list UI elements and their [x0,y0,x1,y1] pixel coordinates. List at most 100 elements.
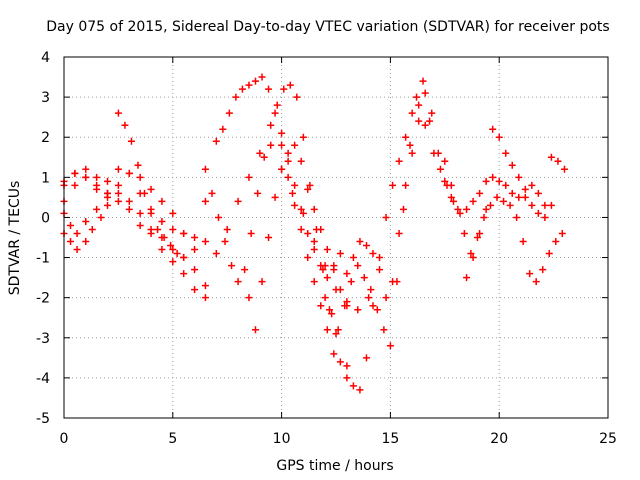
data-point [480,213,488,221]
data-point [223,225,231,233]
data-point [265,234,273,241]
data-point [201,238,209,246]
data-point [127,137,135,145]
data-point [395,157,403,165]
data-point [82,238,90,246]
data-point [406,141,414,149]
series-trace-7 [201,81,340,338]
data-point [419,77,427,85]
plot-frame [63,56,609,419]
data-point [114,181,122,189]
data-point [547,201,555,209]
data-point [260,153,268,161]
series-trace-4 [60,189,209,302]
data-point [180,270,188,278]
data-point [254,189,262,197]
x-tick-label: 5 [168,431,177,447]
y-tick-label: 0 [41,210,50,226]
data-point [463,205,471,213]
series-trace-15 [463,125,555,282]
data-point [526,270,534,278]
series-trace-14 [441,157,566,286]
data-point [310,278,318,286]
data-point [450,197,458,205]
data-point [104,193,112,201]
x-tick-label: 20 [490,431,508,447]
data-point [495,177,503,185]
data-point [336,358,344,366]
data-point [310,246,318,254]
data-point [297,157,305,165]
data-point [463,274,471,282]
data-point [402,181,410,189]
data-point [93,181,101,189]
data-point [212,250,220,258]
data-point [191,246,199,254]
data-point [158,217,166,225]
data-point [356,386,364,394]
data-point [460,229,468,237]
data-point [506,201,514,209]
data-point [169,258,177,266]
series-trace-11 [321,77,434,350]
data-point [332,330,340,338]
data-point [323,274,331,282]
data-point [349,254,357,262]
data-point [473,234,481,241]
data-point [554,157,562,165]
y-tick-label: -2 [36,291,50,307]
data-point [336,286,344,294]
data-point [286,81,294,89]
data-point [180,254,188,262]
data-point [323,326,331,334]
data-point [402,133,410,141]
data-point [482,177,490,185]
data-point [214,213,222,221]
data-point [426,117,434,125]
data-point [258,73,266,81]
data-point [430,149,438,157]
data-point [519,238,527,246]
data-point [169,209,177,217]
axes: 0 5 10 15 20 25 -5 -4 -3 -2 -1 0 1 2 3 4 [36,50,617,447]
data-point [428,109,436,117]
series-trace-6 [114,109,373,314]
data-point [532,278,540,286]
data-point [291,141,299,149]
x-tick-label: 25 [599,431,617,447]
data-point [541,213,549,221]
data-point [67,238,75,246]
data-point [191,266,199,274]
data-point [408,149,416,157]
data-point [325,306,333,314]
data-point [365,294,373,302]
data-point [539,266,547,274]
data-point [147,209,155,217]
data-point [367,286,375,294]
data-point [147,225,155,233]
series-trace-13 [430,149,568,217]
data-point [343,362,351,370]
data-point [334,326,342,334]
data-point [73,229,81,237]
data-point [421,121,429,129]
data-point [395,229,403,237]
y-tick-label: -3 [36,331,50,347]
data-point [354,262,362,270]
data-point [245,81,253,89]
data-point [291,201,299,209]
data-point [278,141,286,149]
data-point [267,121,275,129]
data-point [502,149,510,157]
y-tick-label: 4 [41,50,50,66]
data-point [415,117,423,125]
data-point [369,302,377,310]
data-point [134,161,142,169]
data-point [454,205,462,213]
data-point [376,266,384,274]
data-point [114,109,122,117]
data-point [258,278,266,286]
data-point [136,173,144,181]
data-point [125,205,133,213]
data-point [489,125,497,133]
